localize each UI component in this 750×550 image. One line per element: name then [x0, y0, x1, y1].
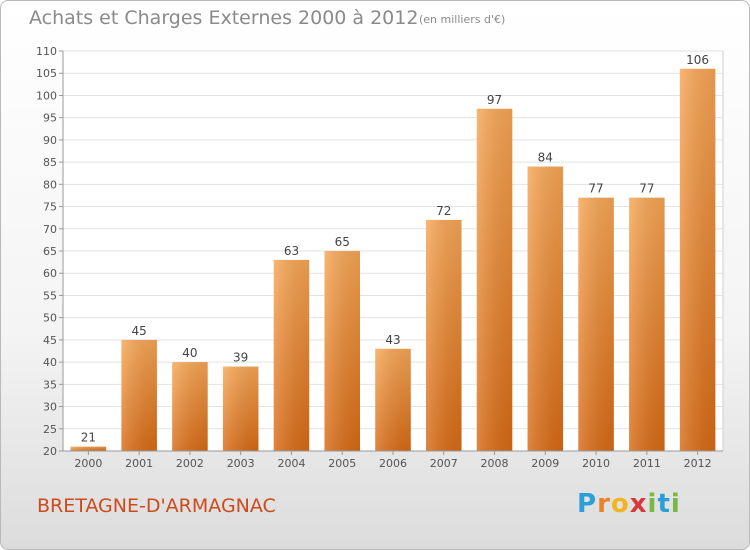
- y-tick-label: 100: [36, 89, 57, 102]
- y-tick-label: 60: [43, 267, 57, 280]
- y-tick-label: 95: [43, 112, 57, 125]
- y-tick-label: 90: [43, 134, 57, 147]
- x-tick-label: 2003: [227, 457, 255, 470]
- chart-title: Achats et Charges Externes 2000 à 2012: [29, 7, 419, 29]
- bar-value-label: 106: [686, 53, 709, 67]
- y-tick-label: 105: [36, 67, 57, 80]
- y-tick-label: 50: [43, 312, 57, 325]
- bar-value-label: 77: [588, 182, 603, 196]
- bar-shade: [121, 339, 157, 451]
- x-tick-label: 2005: [328, 457, 356, 470]
- bar-shade: [629, 197, 665, 451]
- y-tick-label: 45: [43, 334, 57, 347]
- bar-shade: [375, 348, 411, 451]
- x-tick-label: 2010: [582, 457, 610, 470]
- bars: 21 45 40 39 63 65 43 72 97 84 77 77 106: [70, 53, 716, 452]
- logo-letter: t: [657, 489, 671, 519]
- logo-letter: x: [629, 489, 648, 519]
- x-tick-label: 2004: [277, 457, 305, 470]
- x-axis: 2000 2001 2002 2003 2004 2005 2006 2007 2008 2009…: [63, 450, 723, 470]
- x-tick-label: 2002: [176, 457, 204, 470]
- y-tick-label: 85: [43, 156, 57, 169]
- bar-shade: [273, 259, 310, 451]
- bar-shade: [476, 108, 513, 452]
- logo-letter: P: [577, 489, 598, 519]
- bar-value-label: 65: [335, 235, 350, 249]
- bar-shade: [426, 219, 462, 451]
- x-tick-label: 2001: [125, 457, 153, 470]
- x-tick-label: 2008: [481, 457, 509, 470]
- bar-value-label: 39: [233, 351, 248, 365]
- bar-value-label: 97: [487, 93, 502, 107]
- y-tick-label: 110: [36, 45, 57, 58]
- logo-letter: o: [610, 489, 630, 519]
- y-tick-label: 65: [43, 245, 57, 258]
- bar-value-label: 43: [385, 333, 400, 347]
- x-tick-label: 2011: [633, 457, 661, 470]
- x-tick-label: 2007: [430, 457, 458, 470]
- commune-name: BRETAGNE-D'ARMAGNAC: [37, 495, 276, 517]
- x-tick-label: 2009: [531, 457, 559, 470]
- chart-subtitle: (en milliers d'€): [419, 13, 506, 26]
- bar-shade: [70, 446, 107, 451]
- y-tick-label: 70: [43, 223, 57, 236]
- x-tick-label: 2012: [684, 457, 712, 470]
- x-tick-label: 2000: [74, 457, 102, 470]
- logo-letter: i: [647, 489, 658, 519]
- bar-value-label: 40: [182, 346, 197, 360]
- bar-value-label: 84: [538, 151, 553, 165]
- logo-letter: i: [670, 489, 681, 519]
- y-tick-label: 25: [43, 423, 57, 436]
- bar-shade: [172, 362, 208, 451]
- y-tick-label: 80: [43, 178, 57, 191]
- y-tick-label: 75: [43, 201, 57, 214]
- bar-value-label: 21: [81, 431, 96, 445]
- bar-value-label: 63: [284, 244, 299, 258]
- y-tick-label: 20: [43, 445, 57, 458]
- bar-value-label: 45: [132, 324, 147, 338]
- y-tick-label: 35: [43, 378, 57, 391]
- bar-shade: [324, 251, 360, 451]
- bar-value-label: 72: [436, 204, 451, 218]
- logo-letter: r: [597, 489, 611, 519]
- y-axis: 20 25 30 35 40 45 50 55 60 65 70 75 80 85 90 95 100 105 11…: [36, 45, 64, 458]
- bar-shade: [222, 366, 259, 451]
- bar-shade: [679, 68, 716, 452]
- bar-value-label: 77: [639, 182, 654, 196]
- bar-shade: [527, 166, 564, 452]
- y-tick-label: 55: [43, 289, 57, 302]
- y-tick-label: 30: [43, 401, 57, 414]
- y-tick-label: 40: [43, 356, 57, 369]
- x-tick-label: 2006: [379, 457, 407, 470]
- proxiti-logo: Proxiti: [577, 489, 681, 519]
- bar-shade: [578, 197, 614, 451]
